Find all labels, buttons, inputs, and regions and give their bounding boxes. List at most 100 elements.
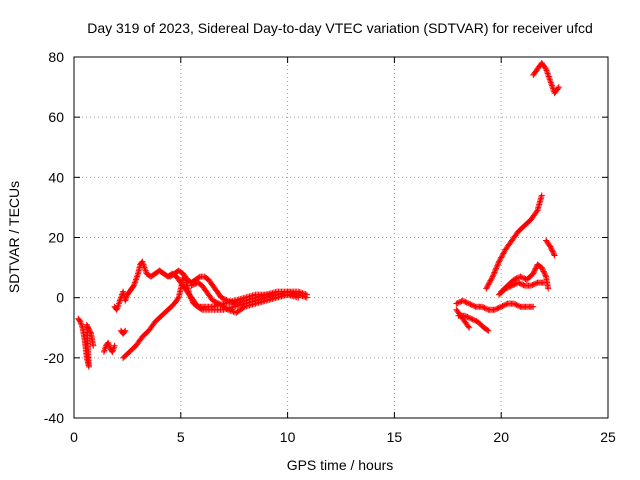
data-point (531, 268, 538, 275)
data-point (530, 270, 537, 277)
data-point (533, 208, 540, 215)
data-point (85, 324, 92, 331)
data-point (502, 301, 509, 308)
data-point (493, 306, 500, 313)
data-point (227, 298, 234, 305)
data-point (229, 308, 236, 315)
data-point (498, 254, 505, 261)
grid-lines (74, 57, 608, 418)
data-point (548, 246, 555, 253)
data-point (455, 299, 462, 306)
data-point (223, 305, 230, 312)
data-point (499, 251, 506, 258)
axis-ticks: 0 5 10 15 20 25 -40 -20 0 20 40 60 80 (44, 49, 616, 445)
data-point (495, 304, 502, 311)
data-point (488, 276, 495, 283)
data-point (547, 243, 554, 250)
data-point (174, 295, 181, 302)
data-point (539, 265, 546, 272)
data-point (551, 252, 558, 259)
y-tick-label: -20 (44, 350, 64, 366)
data-point (488, 274, 495, 281)
data-point (508, 282, 515, 289)
data-point (461, 312, 468, 319)
data-point (533, 280, 540, 287)
data-point (188, 282, 195, 289)
data-point (188, 296, 195, 303)
data-point (555, 85, 562, 92)
y-axis-label: SDTVAR / TECUs (6, 181, 22, 293)
data-point (229, 299, 236, 306)
data-point (468, 315, 475, 322)
data-point (485, 327, 492, 334)
data-point (493, 264, 500, 271)
data-point (240, 298, 247, 305)
data-point (454, 300, 461, 307)
data-point (545, 285, 552, 292)
data-point (482, 305, 489, 312)
data-point (187, 294, 194, 301)
data-points (75, 60, 562, 370)
data-point (498, 303, 505, 310)
data-point (492, 266, 499, 273)
data-point (90, 342, 97, 349)
data-point (541, 271, 548, 278)
data-point (223, 297, 230, 304)
data-point (498, 253, 505, 260)
data-point (519, 274, 526, 281)
data-point (300, 290, 307, 297)
series-s11 (483, 192, 545, 292)
data-point (76, 317, 83, 324)
data-point (299, 290, 306, 297)
data-point (496, 258, 503, 265)
data-point (463, 299, 470, 306)
data-point (550, 249, 557, 256)
y-tick-label: 0 (56, 290, 64, 306)
data-point (234, 300, 241, 307)
data-point (462, 298, 469, 305)
data-point (512, 280, 519, 287)
data-point (480, 304, 487, 311)
data-point (212, 298, 219, 305)
data-point (517, 280, 524, 287)
data-point (457, 298, 464, 305)
data-point (483, 285, 490, 292)
data-point (528, 282, 535, 289)
data-point (500, 250, 507, 257)
data-point (516, 280, 523, 287)
series-s8 (453, 297, 537, 313)
data-point (478, 303, 485, 310)
data-point (540, 267, 547, 274)
data-point (295, 294, 302, 301)
data-point (518, 274, 525, 281)
data-point (502, 285, 509, 292)
data-point (510, 282, 517, 289)
series-s7 (188, 279, 302, 316)
data-point (542, 64, 549, 71)
data-point (484, 306, 491, 313)
data-point (237, 299, 244, 306)
data-point (538, 264, 545, 271)
data-point (465, 314, 472, 321)
data-point (467, 315, 474, 322)
data-point (484, 282, 491, 289)
data-point (485, 281, 492, 288)
x-tick-label: 20 (493, 429, 509, 445)
series-s14 (543, 237, 558, 259)
data-point (85, 325, 92, 332)
data-point (542, 272, 549, 279)
data-point (503, 301, 510, 308)
data-point (453, 300, 460, 307)
data-point (226, 307, 233, 314)
data-point (507, 283, 514, 290)
data-point (213, 299, 220, 306)
data-point (464, 313, 471, 320)
data-point (506, 283, 513, 290)
data-point (494, 262, 501, 269)
data-point (467, 301, 474, 308)
data-point (218, 294, 225, 301)
y-tick-label: 60 (48, 109, 64, 125)
data-point (484, 327, 491, 334)
data-point (494, 261, 501, 268)
data-point (224, 297, 231, 304)
